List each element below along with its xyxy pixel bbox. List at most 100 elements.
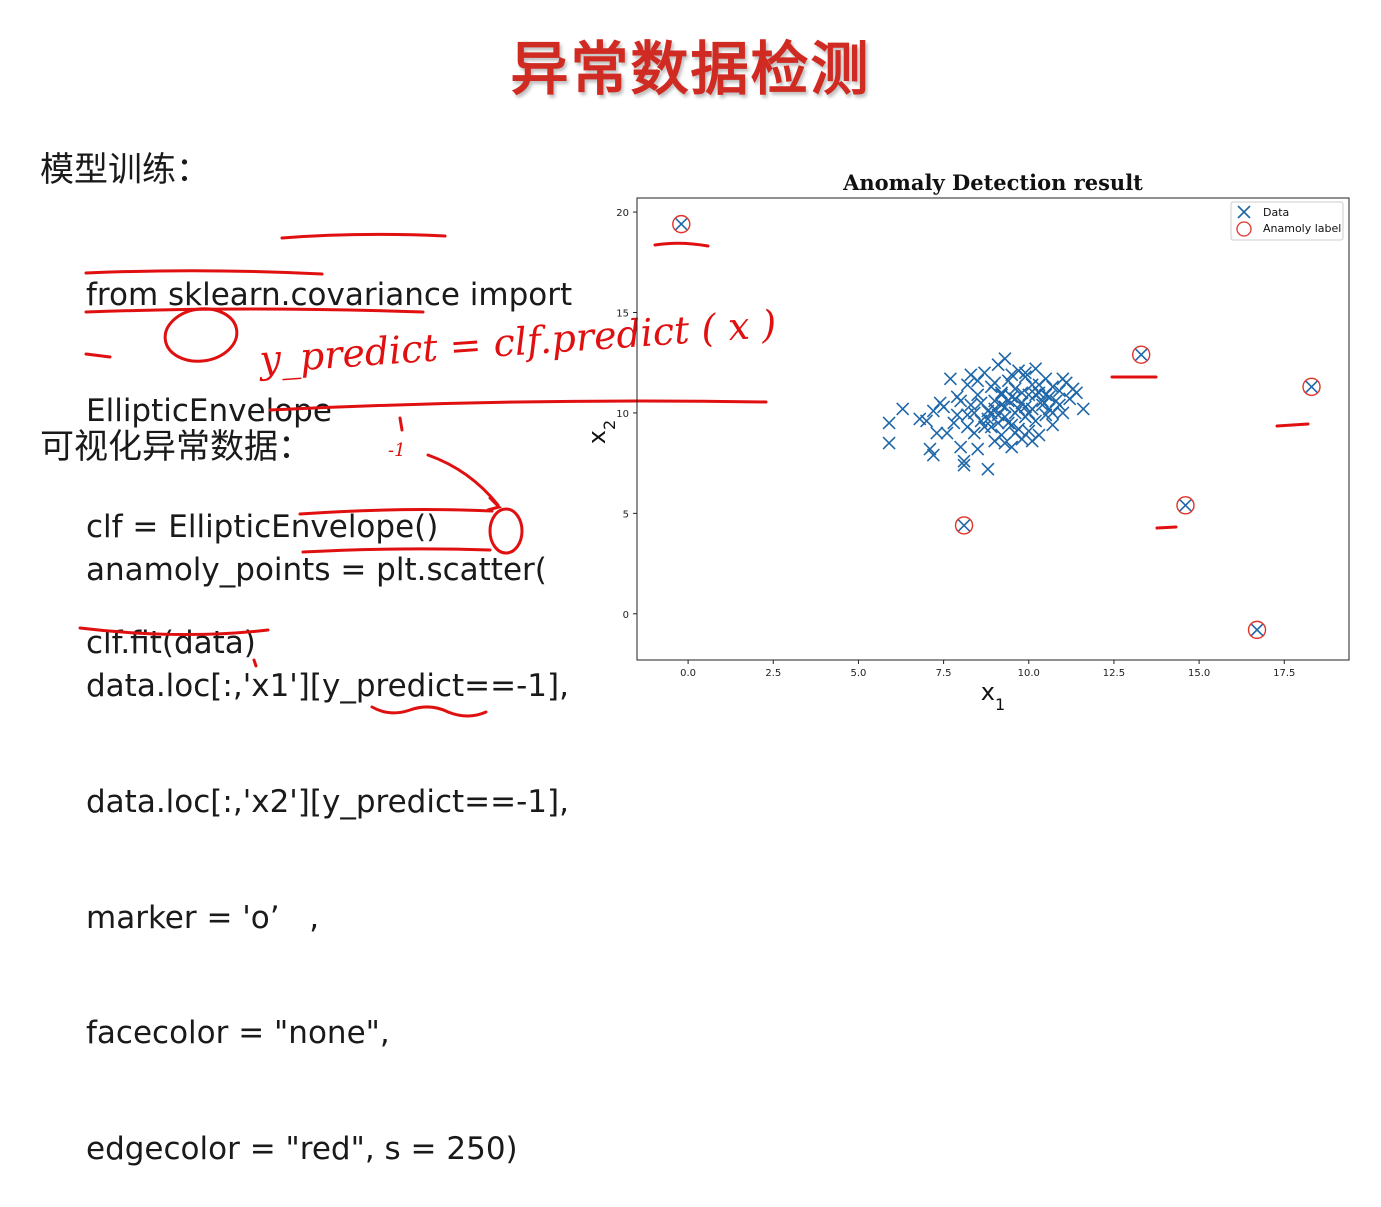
data-point [954,394,968,408]
x-axis-label-subscript: 1 [995,695,1005,714]
data-point [1046,380,1060,394]
data-point [1001,394,1015,408]
data-point [957,458,971,472]
data-point [994,428,1009,442]
data-point [981,412,995,426]
data-point [960,378,975,392]
x-axis-label: x1 [981,678,1005,714]
data-point [967,406,981,420]
y-tick-label: 15 [616,308,629,319]
code-line: marker = 'o’ , [86,899,320,936]
data-point [1005,368,1019,382]
data-point [926,404,940,418]
data-point [1046,418,1060,432]
y-axis-label-text: x [583,430,611,444]
data-point [1029,362,1043,376]
data-point [1042,390,1056,404]
data-point [1076,402,1090,416]
data-point [940,426,954,440]
data-point [998,400,1012,414]
anomaly-point [1131,345,1151,364]
legend-box [1230,201,1344,241]
anomaly-point [1247,620,1267,640]
data-point [954,440,968,454]
chart-title: Anomaly Detection result [843,170,1143,195]
code-line: from sklearn.covariance import [86,277,573,314]
data-point [981,462,995,476]
data-point [896,402,910,416]
data-point [984,420,998,434]
data-point [943,372,957,386]
data-point [960,420,975,434]
data-point [1052,384,1066,398]
data-markers [674,217,1319,637]
data-point [1001,416,1015,430]
data-point [994,386,1009,400]
data-point [1025,434,1039,448]
data-point [882,436,896,450]
data-point [984,406,998,420]
anomaly-point [1176,496,1195,515]
scatter-plot: 0.0 2.5 5.0 7.5 10.0 12.5 15.0 17.5 0 5 10 15 20 Dat… [583,197,1350,714]
handwritten-minus-one: -1 [388,440,406,461]
data-point [957,454,971,468]
data-point [1005,418,1019,432]
anomaly-point [672,214,691,234]
y-tick-label: 20 [616,208,629,219]
x-axis-label-text: x [981,678,995,706]
code-line: data.loc[:,'x2'][y_predict==-1], [86,783,569,820]
x-tick-label: 5.0 [850,668,866,679]
data-point [1018,370,1032,384]
data-point [1178,498,1193,512]
code-line: data.loc[:,'x1'][y_predict==-1], [86,667,569,704]
x-tick-label: 2.5 [765,668,781,679]
x-tick-label: 0.0 [680,668,696,679]
data-point [971,374,985,388]
data-point [930,426,944,440]
data-point [947,416,961,430]
x-tick-label: 15.0 [1188,668,1210,679]
data-point [950,408,964,422]
data-point [1032,378,1046,392]
y-axis-label-subscript: 2 [600,420,619,430]
data-point [998,352,1012,366]
code-line: anamoly_points = plt.scatter( [86,552,547,589]
y-tick-label: 10 [616,409,629,420]
data-point [882,416,896,430]
data-point [971,442,985,456]
data-point [926,448,940,462]
y-tick-label: 0 [623,610,629,621]
data-point [1134,348,1148,362]
data-point [1029,414,1043,428]
data-point [988,376,1002,390]
code-line: facecolor = "none", [86,1015,390,1052]
data-point [1011,402,1026,416]
data-point [1025,378,1039,392]
anomaly-circles [672,214,1321,640]
data-point [971,388,985,402]
legend-entry: Anamoly label [1263,222,1341,235]
axis-ticks: 0.0 2.5 5.0 7.5 10.0 12.5 15.0 17.5 0 5 10 15 20 [616,208,1295,679]
data-point [998,436,1012,450]
section-model-training-heading: 模型训练： [40,150,210,190]
data-point [1304,380,1319,394]
legend-entry: Data [1263,206,1289,219]
data-point [1015,386,1029,400]
data-point [1022,406,1036,420]
data-point [1039,388,1053,402]
y-axis-label: x2 [583,420,619,444]
plot-frame [636,197,1350,661]
data-point [1008,382,1022,396]
data-point [1008,426,1022,440]
legend-anomaly-icon [1236,221,1252,237]
x-tick-label: 7.5 [936,668,952,679]
data-point [1018,366,1032,380]
code-line: edgecolor = "red", s = 250) [86,1131,518,1168]
data-point [913,412,927,426]
data-point [1029,388,1043,402]
data-point [1005,440,1019,454]
data-point [974,396,988,410]
data-point [1056,372,1070,386]
data-point [957,518,971,532]
data-point [991,416,1005,430]
